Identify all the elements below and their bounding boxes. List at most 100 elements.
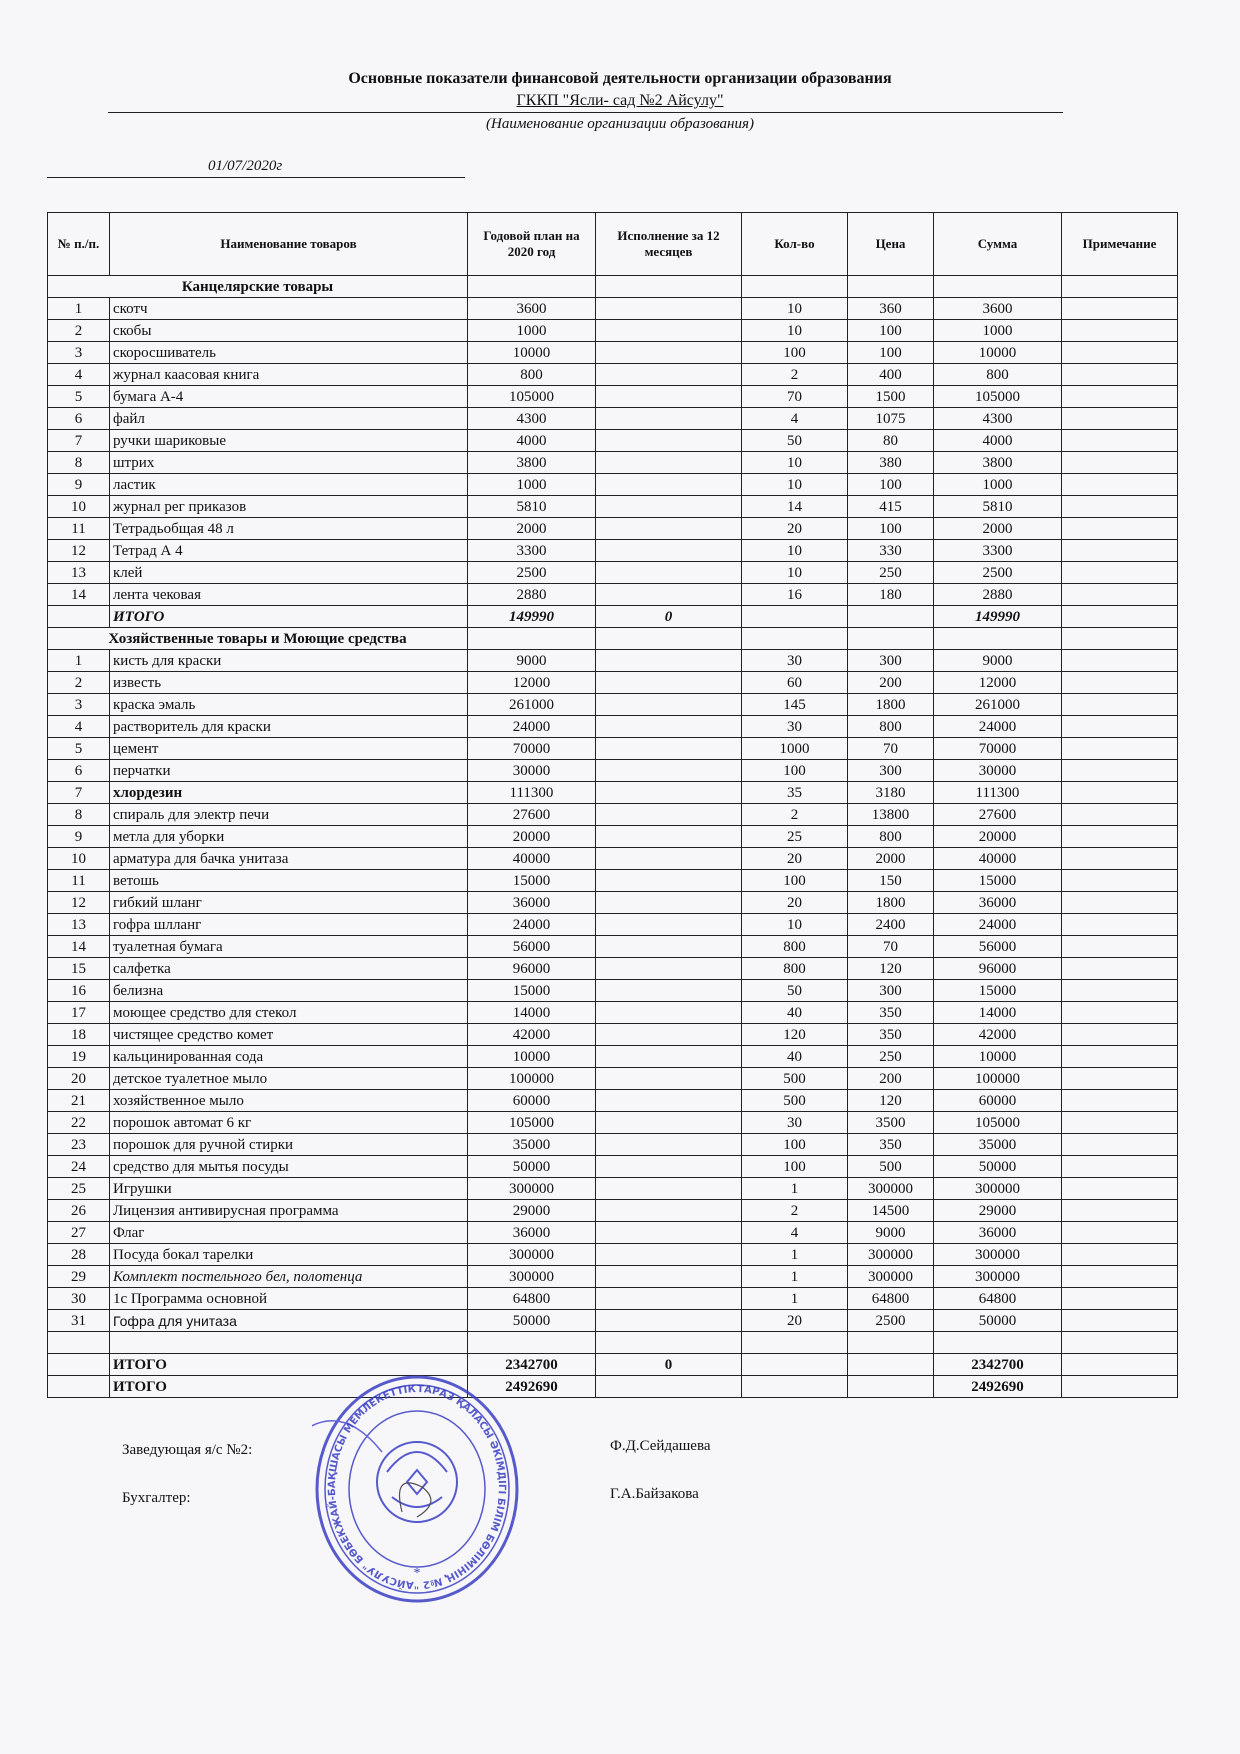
cell-quantity: 50 [741, 979, 848, 1002]
cell-plan: 2880 [467, 583, 596, 606]
cell-plan: 50000 [467, 1309, 596, 1332]
table-row: 15 салфетка 96000 800 120 96000 [47, 957, 1178, 980]
cell-name: салфетка [109, 957, 468, 980]
cell-number: 20 [47, 1067, 110, 1090]
cell-price: 350 [847, 1133, 934, 1156]
cell-number: 3 [47, 341, 110, 364]
cell-execution [595, 891, 742, 914]
cell-sum: 15000 [933, 869, 1062, 892]
cell-name: 1с Программа основной [109, 1287, 468, 1310]
cell-plan: 50000 [467, 1155, 596, 1178]
empty-cell [467, 627, 596, 650]
cell-plan: 3800 [467, 451, 596, 474]
cell-price: 300 [847, 649, 934, 672]
cell-price: 300000 [847, 1265, 934, 1288]
table-row: 12 Тетрад А 4 3300 10 330 3300 [47, 539, 1178, 562]
cell-number: 22 [47, 1111, 110, 1134]
cell-number: 10 [47, 495, 110, 518]
cell-execution [595, 1023, 742, 1046]
cell-quantity: 40 [741, 1001, 848, 1024]
cell-execution [595, 693, 742, 716]
cell-price: 350 [847, 1023, 934, 1046]
cell-price: 80 [847, 429, 934, 452]
cell-plan: 24000 [467, 913, 596, 936]
cell-execution [595, 671, 742, 694]
cell-note [1061, 1375, 1178, 1398]
cell-number: 14 [47, 935, 110, 958]
table-row: 10 арматура для бачка унитаза 40000 20 2000 4… [47, 847, 1178, 870]
cell-number: 27 [47, 1221, 110, 1244]
cell-number: 1 [47, 649, 110, 672]
table-row: 9 ластик 1000 10 100 1000 [47, 473, 1178, 496]
cell-price: 14500 [847, 1199, 934, 1222]
cell-quantity [741, 605, 848, 628]
cell-quantity: 2 [741, 803, 848, 826]
table-row: 28 Посуда бокал тарелки 300000 1 300000 30000… [47, 1243, 1178, 1266]
cell-note [1061, 1067, 1178, 1090]
cell-quantity: 35 [741, 781, 848, 804]
cell-sum: 1000 [933, 473, 1062, 496]
cell-plan: 149990 [467, 605, 596, 628]
table-row: 14 лента чековая 2880 16 180 2880 [47, 583, 1178, 606]
cell-sum: 50000 [933, 1309, 1062, 1332]
divider [108, 112, 1063, 113]
cell-quantity: 1000 [741, 737, 848, 760]
cell-number: 30 [47, 1287, 110, 1310]
cell-number: 5 [47, 737, 110, 760]
cell-price: 9000 [847, 1221, 934, 1244]
cell-name: средство для мытья посуды [109, 1155, 468, 1178]
cell-note [1061, 715, 1178, 738]
empty-cell [847, 627, 934, 650]
cell-sum: 3800 [933, 451, 1062, 474]
cell-plan: 3600 [467, 297, 596, 320]
cell-name: туалетная бумага [109, 935, 468, 958]
cell-number: 19 [47, 1045, 110, 1068]
cell-sum: 100000 [933, 1067, 1062, 1090]
cell-note [1061, 979, 1178, 1002]
col-note: Примечание [1061, 212, 1178, 276]
cell-number: 23 [47, 1133, 110, 1156]
cell-sum: 2492690 [933, 1375, 1062, 1398]
cell-number: 5 [47, 385, 110, 408]
cell-price: 200 [847, 671, 934, 694]
cell-number: 7 [47, 781, 110, 804]
cell-plan: 42000 [467, 1023, 596, 1046]
cell-price [847, 1375, 934, 1398]
cell-name: журнал каасовая книга [109, 363, 468, 386]
cell-sum: 5810 [933, 495, 1062, 518]
cell-price: 3180 [847, 781, 934, 804]
cell-plan: 1000 [467, 319, 596, 342]
cell-name: лента чековая [109, 583, 468, 606]
cell-price: 70 [847, 935, 934, 958]
cell-note [1061, 385, 1178, 408]
cell-plan: 100000 [467, 1067, 596, 1090]
cell-sum: 3300 [933, 539, 1062, 562]
table-row: 8 спираль для электр печи 27600 2 13800 27600 [47, 803, 1178, 826]
cell-number: 6 [47, 759, 110, 782]
cell-plan: 15000 [467, 869, 596, 892]
cell-quantity: 10 [741, 473, 848, 496]
cell-sum: 96000 [933, 957, 1062, 980]
cell-plan: 10000 [467, 1045, 596, 1068]
cell-plan: 800 [467, 363, 596, 386]
cell-plan: 70000 [467, 737, 596, 760]
cell-name: скотч [109, 297, 468, 320]
cell-execution [595, 429, 742, 452]
cell-name: ИТОГО [109, 605, 468, 628]
cell-execution [595, 957, 742, 980]
cell-number: 6 [47, 407, 110, 430]
empty-cell [847, 1331, 934, 1354]
cell-sum: 15000 [933, 979, 1062, 1002]
cell-number: 18 [47, 1023, 110, 1046]
cell-number: 16 [47, 979, 110, 1002]
cell-name: ветошь [109, 869, 468, 892]
cell-note [1061, 825, 1178, 848]
cell-number: 8 [47, 451, 110, 474]
table-row: 4 журнал каасовая книга 800 2 400 800 [47, 363, 1178, 386]
cell-name: Тетрадьобщая 48 л [109, 517, 468, 540]
cell-name: спираль для электр печи [109, 803, 468, 826]
cell-plan: 2492690 [467, 1375, 596, 1398]
cell-price: 2000 [847, 847, 934, 870]
cell-name: Игрушки [109, 1177, 468, 1200]
cell-plan: 96000 [467, 957, 596, 980]
